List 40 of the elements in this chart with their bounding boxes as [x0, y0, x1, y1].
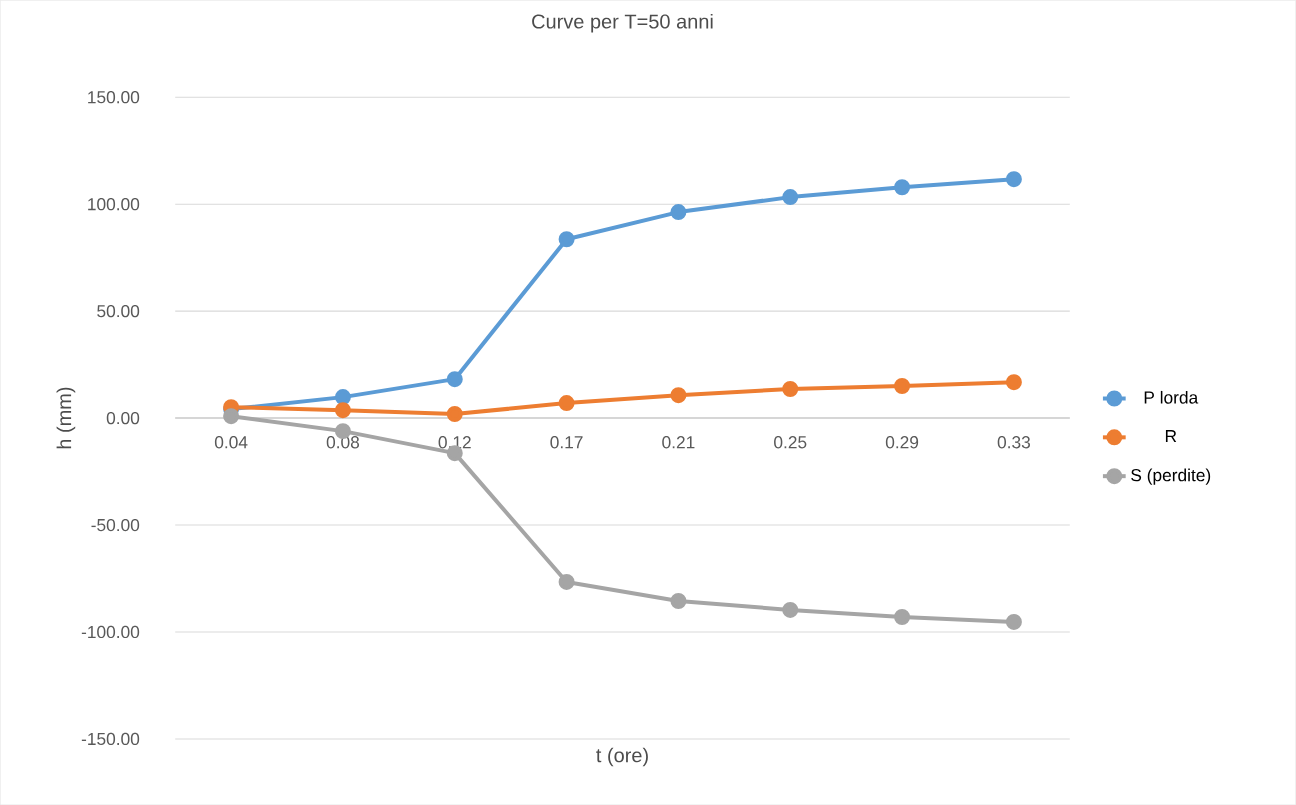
point	[670, 592, 687, 609]
y-tick-label: -50.00	[91, 518, 140, 532]
point	[334, 389, 351, 406]
point	[894, 377, 911, 394]
x-tick-label: 0.08	[326, 436, 360, 449]
x-tick-label: 0.25	[774, 436, 807, 449]
point	[782, 601, 799, 618]
point	[782, 380, 799, 397]
y-tick-label: 0.00	[106, 411, 140, 425]
y-tick-label: -100.00	[81, 625, 140, 639]
point	[782, 189, 799, 206]
y-tick-label: -150.00	[81, 732, 140, 745]
point	[1005, 171, 1022, 188]
point	[223, 408, 240, 425]
y-tick-label: 150.00	[88, 90, 140, 104]
y-axis-title: h (mm)	[56, 387, 76, 449]
x-tick-label: 0.29	[885, 436, 919, 449]
point	[558, 395, 575, 412]
y-tick-label: 100.00	[88, 197, 140, 211]
chart-title: Curve per T=50 anni	[532, 13, 713, 33]
x-tick-label: 0.17	[550, 436, 583, 449]
legend-label: P lorda	[1144, 390, 1199, 404]
point	[446, 371, 463, 388]
point	[1005, 613, 1022, 630]
point	[1005, 374, 1022, 391]
point	[558, 573, 575, 590]
y-tick-label: 50.00	[97, 304, 140, 318]
x-axis-title: t (ore)	[596, 747, 648, 767]
x-tick-label: 0.33	[997, 436, 1031, 449]
legend-label: S (perdite)	[1131, 468, 1211, 485]
point	[670, 204, 687, 220]
point	[446, 405, 463, 422]
point	[894, 179, 911, 196]
point	[894, 608, 911, 625]
x-tick-label: 0.04	[214, 436, 248, 449]
point	[670, 387, 687, 404]
point	[558, 231, 575, 248]
legend-label: R	[1165, 429, 1177, 442]
x-tick-label: 0.21	[662, 436, 695, 449]
point	[334, 402, 351, 419]
